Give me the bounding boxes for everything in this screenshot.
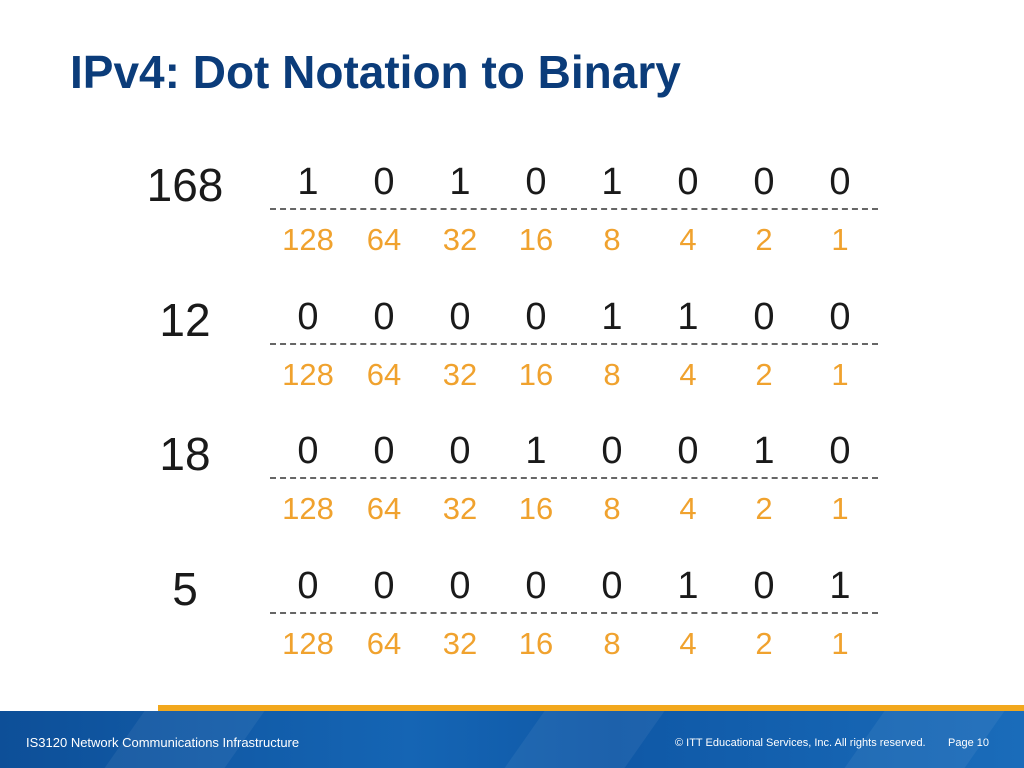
bit-value: 0 bbox=[373, 565, 395, 607]
bit-value: 0 bbox=[297, 565, 319, 607]
bit-value: 0 bbox=[601, 565, 623, 607]
place-value: 64 bbox=[366, 626, 402, 661]
bit-value: 0 bbox=[449, 565, 471, 607]
bit-value: 0 bbox=[449, 430, 471, 472]
place-value: 16 bbox=[518, 222, 554, 257]
dashed-divider bbox=[270, 208, 878, 210]
copyright-notice: © ITT Educational Services, Inc. All rig… bbox=[675, 737, 926, 749]
bit-value: 0 bbox=[525, 565, 547, 607]
octet-row: 18 0 0 0 1 0 0 1 0 128 64 32 16 8 4 2 1 bbox=[0, 426, 1024, 560]
place-value: 16 bbox=[518, 357, 554, 392]
bit-value: 1 bbox=[677, 565, 699, 607]
bit-cells: 1 0 1 0 1 0 0 0 bbox=[270, 157, 878, 207]
place-value: 128 bbox=[282, 222, 334, 257]
decimal-octet: 5 bbox=[172, 563, 198, 615]
course-name: IS3120 Network Communications Infrastruc… bbox=[26, 735, 300, 750]
footer-accent-stripe bbox=[158, 705, 1024, 711]
footer-bar: IS3120 Network Communications Infrastruc… bbox=[0, 705, 1024, 768]
place-value: 8 bbox=[603, 626, 621, 661]
place-value: 1 bbox=[831, 491, 849, 526]
bit-value: 0 bbox=[829, 430, 851, 472]
decimal-octet: 168 bbox=[146, 159, 224, 211]
place-value: 4 bbox=[679, 626, 697, 661]
footer-band: IS3120 Network Communications Infrastruc… bbox=[0, 711, 1024, 768]
decimal-octet: 18 bbox=[159, 428, 211, 480]
bit-value: 1 bbox=[525, 430, 547, 472]
decimal-octet: 12 bbox=[159, 294, 211, 346]
bit-value: 0 bbox=[677, 430, 699, 472]
bit-cells: 0 0 0 0 0 1 0 1 bbox=[270, 561, 878, 611]
place-value: 1 bbox=[831, 222, 849, 257]
place-value: 32 bbox=[442, 357, 478, 392]
bit-value: 0 bbox=[297, 430, 319, 472]
place-value: 8 bbox=[603, 222, 621, 257]
place-value: 8 bbox=[603, 491, 621, 526]
bit-value: 0 bbox=[449, 296, 471, 338]
place-value: 32 bbox=[442, 626, 478, 661]
bit-value: 0 bbox=[829, 296, 851, 338]
place-value: 32 bbox=[442, 222, 478, 257]
page-number: Page 10 bbox=[948, 737, 989, 749]
bit-value: 0 bbox=[753, 565, 775, 607]
octet-row: 168 1 0 1 0 1 0 0 0 128 64 32 16 8 4 2 1 bbox=[0, 157, 1024, 291]
bit-value: 0 bbox=[525, 161, 547, 203]
bit-value: 1 bbox=[297, 161, 319, 203]
dashed-divider bbox=[270, 612, 878, 614]
bit-value: 0 bbox=[753, 296, 775, 338]
bit-value: 0 bbox=[601, 430, 623, 472]
place-value: 1 bbox=[831, 626, 849, 661]
place-value: 4 bbox=[679, 222, 697, 257]
bit-value: 0 bbox=[753, 161, 775, 203]
footer-decor-stripe bbox=[488, 711, 672, 768]
bit-cells: 0 0 0 1 0 0 1 0 bbox=[270, 426, 878, 476]
slide-title: IPv4: Dot Notation to Binary bbox=[70, 46, 681, 98]
place-value: 64 bbox=[366, 357, 402, 392]
dashed-divider bbox=[270, 343, 878, 345]
bit-value: 0 bbox=[373, 161, 395, 203]
bit-value: 0 bbox=[297, 296, 319, 338]
place-value: 8 bbox=[603, 357, 621, 392]
place-value: 16 bbox=[518, 626, 554, 661]
conversion-table: 168 1 0 1 0 1 0 0 0 128 64 32 16 8 4 2 1… bbox=[0, 157, 1024, 695]
dashed-divider bbox=[270, 477, 878, 479]
bit-value: 1 bbox=[601, 296, 623, 338]
bit-value: 1 bbox=[449, 161, 471, 203]
bit-value: 1 bbox=[677, 296, 699, 338]
bit-cells: 0 0 0 0 1 1 0 0 bbox=[270, 292, 878, 342]
octet-row: 12 0 0 0 0 1 1 0 0 128 64 32 16 8 4 2 1 bbox=[0, 292, 1024, 426]
place-value-cells: 128 64 32 16 8 4 2 1 bbox=[270, 350, 878, 400]
octet-row: 5 0 0 0 0 0 1 0 1 128 64 32 16 8 4 2 1 bbox=[0, 561, 1024, 695]
bit-value: 1 bbox=[601, 161, 623, 203]
place-value: 1 bbox=[831, 357, 849, 392]
place-value: 2 bbox=[755, 626, 773, 661]
place-value: 32 bbox=[442, 491, 478, 526]
place-value-cells: 128 64 32 16 8 4 2 1 bbox=[270, 484, 878, 534]
bit-value: 1 bbox=[753, 430, 775, 472]
bit-value: 0 bbox=[373, 296, 395, 338]
bit-value: 1 bbox=[829, 565, 851, 607]
place-value: 2 bbox=[755, 222, 773, 257]
place-value: 2 bbox=[755, 491, 773, 526]
place-value: 16 bbox=[518, 491, 554, 526]
place-value: 4 bbox=[679, 357, 697, 392]
place-value: 64 bbox=[366, 222, 402, 257]
place-value-cells: 128 64 32 16 8 4 2 1 bbox=[270, 215, 878, 265]
place-value: 128 bbox=[282, 357, 334, 392]
place-value: 128 bbox=[282, 626, 334, 661]
place-value: 2 bbox=[755, 357, 773, 392]
bit-value: 0 bbox=[829, 161, 851, 203]
place-value: 128 bbox=[282, 491, 334, 526]
bit-value: 0 bbox=[373, 430, 395, 472]
place-value: 64 bbox=[366, 491, 402, 526]
bit-value: 0 bbox=[525, 296, 547, 338]
place-value-cells: 128 64 32 16 8 4 2 1 bbox=[270, 619, 878, 669]
place-value: 4 bbox=[679, 491, 697, 526]
bit-value: 0 bbox=[677, 161, 699, 203]
